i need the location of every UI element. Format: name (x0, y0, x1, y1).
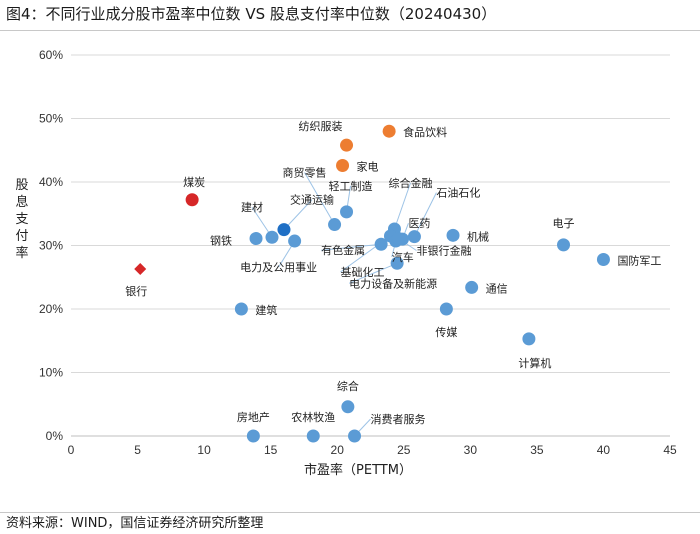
leader-line (304, 172, 335, 225)
x-tick-label: 10 (197, 443, 211, 457)
data-point (185, 193, 199, 207)
data-point (265, 230, 279, 244)
chart-title: 图4：不同行业成分股市盈率中位数 VS 股息支付率中位数（20240430） (6, 5, 497, 23)
data-point (374, 237, 388, 251)
x-tick-label: 20 (331, 443, 345, 457)
x-axis-label: 市盈率（PETTM） (304, 462, 412, 478)
point-label: 汽车 (392, 250, 414, 264)
data-point (277, 223, 291, 237)
data-point (391, 232, 405, 246)
data-point (439, 302, 453, 316)
x-tick-label: 0 (68, 443, 75, 457)
y-tick-label: 30% (39, 239, 63, 253)
data-points (134, 124, 610, 443)
point-label: 建筑 (255, 303, 277, 317)
point-label: 基础化工 (340, 265, 384, 279)
y-tick-label: 40% (39, 175, 63, 189)
x-tick-label: 45 (663, 443, 677, 457)
point-label: 电力设备及新能源 (349, 276, 437, 290)
point-label: 电子 (553, 217, 575, 230)
y-axis-label-text: 股息支付率 (15, 178, 28, 261)
data-point (522, 332, 536, 346)
leader-line (413, 192, 437, 237)
point-label: 建材 (241, 200, 263, 214)
point-label: 非银行金融 (416, 244, 471, 258)
data-point (336, 158, 350, 172)
point-label: 计算机 (518, 356, 551, 370)
footer-divider (0, 512, 700, 513)
data-point (557, 238, 571, 252)
point-label: 机械 (467, 229, 489, 243)
data-point (348, 429, 362, 443)
point-label: 煤炭 (183, 176, 205, 189)
data-point (596, 252, 610, 266)
point-label: 消费者服务 (371, 412, 426, 426)
y-tick-label: 50% (39, 112, 63, 126)
point-label: 传媒 (435, 326, 457, 339)
data-point (382, 124, 396, 138)
data-point (306, 429, 320, 443)
point-label: 农林牧渔 (291, 410, 335, 424)
point-label: 轻工制造 (329, 179, 373, 193)
point-label: 家电 (357, 159, 379, 173)
data-point (341, 400, 355, 414)
x-tick-label: 35 (530, 443, 544, 457)
y-tick-label: 60% (39, 48, 63, 62)
point-label: 钢铁 (210, 235, 232, 248)
grid-lines (71, 54, 670, 437)
point-label: 通信 (486, 282, 508, 295)
data-point (234, 302, 248, 316)
leader-line (283, 199, 313, 230)
data-point (246, 429, 260, 443)
point-label: 纺织服装 (299, 119, 343, 133)
x-tick-label: 25 (397, 443, 411, 457)
scatter-chart: 0%10%20%30%40%50%60% 0 5 10 15 20 25 30 35 40 45 … (15, 48, 677, 478)
point-label: 国防军工 (617, 253, 661, 267)
point-label: 医药 (408, 217, 430, 230)
data-point (340, 205, 354, 219)
point-label: 电力及公用事业 (240, 261, 317, 274)
y-axis-label: 股息支付率 (15, 178, 28, 261)
point-label: 有色金属 (321, 243, 365, 257)
point-label: 石油石化 (436, 186, 480, 200)
leader-line (393, 182, 411, 230)
x-tick-label: 15 (264, 443, 278, 457)
data-point (446, 228, 460, 242)
data-point (340, 138, 354, 152)
x-tick-label: 5 (134, 443, 141, 457)
source-note: 资料来源：WIND，国信证券经济研究所整理 (6, 516, 264, 531)
data-point (288, 234, 302, 248)
data-point (249, 232, 263, 246)
point-label: 综合金融 (388, 176, 432, 190)
leader-line (348, 262, 398, 284)
x-tick-label: 30 (464, 443, 478, 457)
data-point (407, 230, 421, 244)
data-point (465, 280, 479, 294)
y-tick-labels: 0% 10% 20% 30% 40% 50% 60% (39, 48, 63, 443)
data-point (328, 218, 342, 232)
point-label: 商贸零售 (283, 166, 327, 180)
title-divider (0, 30, 700, 31)
y-tick-label: 20% (39, 302, 63, 316)
y-tick-label: 0% (46, 429, 64, 443)
x-tick-label: 40 (597, 443, 611, 457)
point-label: 房地产 (237, 410, 270, 424)
point-label: 交通运输 (290, 193, 334, 207)
data-point (134, 262, 147, 275)
x-tick-labels: 0 5 10 15 20 25 30 35 40 45 (68, 443, 677, 457)
point-label: 综合 (337, 379, 359, 393)
point-label: 银行 (125, 284, 147, 298)
leader-line (321, 243, 382, 251)
data-point (390, 256, 404, 270)
point-label: 食品饮料 (403, 125, 447, 139)
point-labels: 银行煤炭建材钢铁交通运输电力及公用事业建筑纺织服装家电食品饮料商贸零售轻工制造综… (125, 119, 661, 426)
y-tick-label: 10% (39, 366, 63, 380)
